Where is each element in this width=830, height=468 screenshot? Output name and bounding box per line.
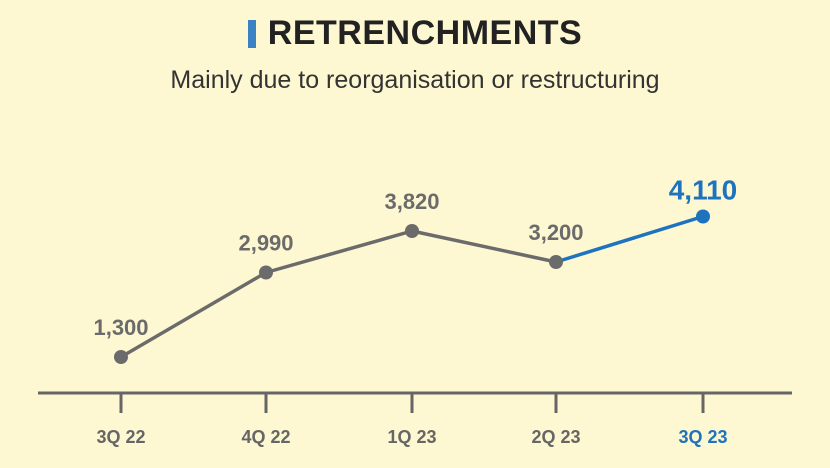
title-row: RETRENCHMENTS [247, 14, 583, 53]
series-segment-3 [554, 214, 705, 264]
data-point-2 [405, 224, 419, 238]
x-tick-label-1: 4Q 22 [241, 427, 290, 447]
chart-title: RETRENCHMENTS [267, 14, 583, 52]
data-label-3: 3,200 [528, 220, 583, 245]
series-segment-1 [264, 229, 414, 275]
data-point-3 [549, 255, 563, 269]
data-point-4 [696, 209, 710, 224]
data-point-0 [114, 350, 128, 364]
data-label-4: 4,110 [669, 175, 738, 206]
x-tick-label-4: 3Q 23 [678, 427, 727, 447]
x-tick-label-0: 3Q 22 [96, 427, 145, 447]
series-segment-0 [119, 270, 268, 359]
x-tick-label-2: 1Q 23 [387, 427, 436, 447]
data-label-0: 1,300 [93, 315, 148, 340]
chart-subtitle: Mainly due to reorganisation or restruct… [170, 66, 660, 94]
x-tick-label-3: 2Q 23 [531, 427, 580, 447]
chart-header: RETRENCHMENTS [0, 14, 830, 53]
data-label-1: 2,990 [238, 231, 293, 256]
data-point-1 [259, 265, 273, 280]
series-segment-2 [410, 229, 558, 264]
data-label-2: 3,820 [384, 189, 439, 214]
title-accent-bar [247, 19, 256, 48]
